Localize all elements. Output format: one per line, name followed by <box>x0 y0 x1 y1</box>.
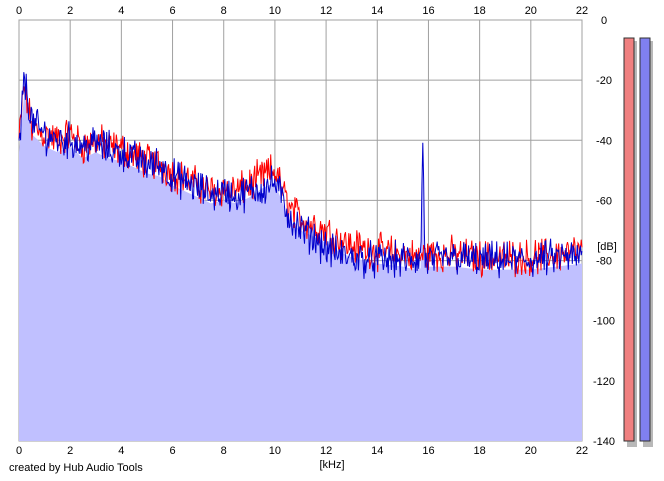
level-meter-left <box>623 37 635 442</box>
x-tick-label-top: 14 <box>371 5 383 17</box>
x-tick-label-bottom: 16 <box>422 445 434 457</box>
x-tick-label-bottom: 14 <box>371 445 383 457</box>
x-tick-label-bottom: 2 <box>67 445 73 457</box>
series-line-blue <box>18 72 583 279</box>
x-tick-label-bottom: 10 <box>269 445 281 457</box>
level-meters <box>623 37 653 447</box>
x-tick-label-top: 6 <box>169 5 175 17</box>
y-tick-label: -60 <box>596 195 612 207</box>
y-axis-ticks: 0 -20 -40 -60 -80 -100 -120 -140 <box>593 15 615 448</box>
y-tick-label: -40 <box>596 135 612 147</box>
x-tick-label-top: 8 <box>221 5 227 17</box>
y-axis-title: [dB] <box>597 241 617 253</box>
y-tick-label: -20 <box>596 75 612 87</box>
x-tick-label-bottom: 0 <box>16 445 22 457</box>
x-tick-label-top: 22 <box>576 5 588 17</box>
x-tick-label-bottom: 12 <box>320 445 332 457</box>
x-tick-label-top: 18 <box>474 5 486 17</box>
spectrum-fill-area <box>19 92 582 441</box>
y-tick-label: -80 <box>596 256 612 268</box>
x-tick-label-top: 0 <box>16 5 22 17</box>
x-axis-bottom-ticks: 0 2 4 6 8 10 12 14 16 18 20 22 <box>16 445 588 457</box>
x-tick-label-bottom: 20 <box>525 445 537 457</box>
y-tick-label: -120 <box>593 376 615 388</box>
x-tick-label-bottom: 18 <box>474 445 486 457</box>
x-tick-label-bottom: 6 <box>169 445 175 457</box>
x-tick-label-bottom: 4 <box>118 445 124 457</box>
x-tick-label-bottom: 8 <box>221 445 227 457</box>
x-axis-top-ticks: 0 2 4 6 8 10 12 14 16 18 20 22 <box>16 5 588 17</box>
x-tick-label-top: 10 <box>269 5 281 17</box>
y-tick-label: -100 <box>593 316 615 328</box>
y-tick-label: -140 <box>593 436 615 448</box>
credit-text: created by Hub Audio Tools <box>9 462 143 474</box>
x-tick-label-top: 16 <box>422 5 434 17</box>
x-tick-label-top: 20 <box>525 5 537 17</box>
spectrum-fill-polygon <box>19 92 582 441</box>
level-meter-right <box>639 37 651 442</box>
x-tick-label-top: 12 <box>320 5 332 17</box>
x-tick-label-bottom: 22 <box>576 445 588 457</box>
x-axis-title: [kHz] <box>319 459 344 471</box>
x-tick-label-top: 4 <box>118 5 124 17</box>
x-tick-label-top: 2 <box>67 5 73 17</box>
y-tick-label: 0 <box>601 15 607 27</box>
spectrum-series <box>18 72 583 279</box>
